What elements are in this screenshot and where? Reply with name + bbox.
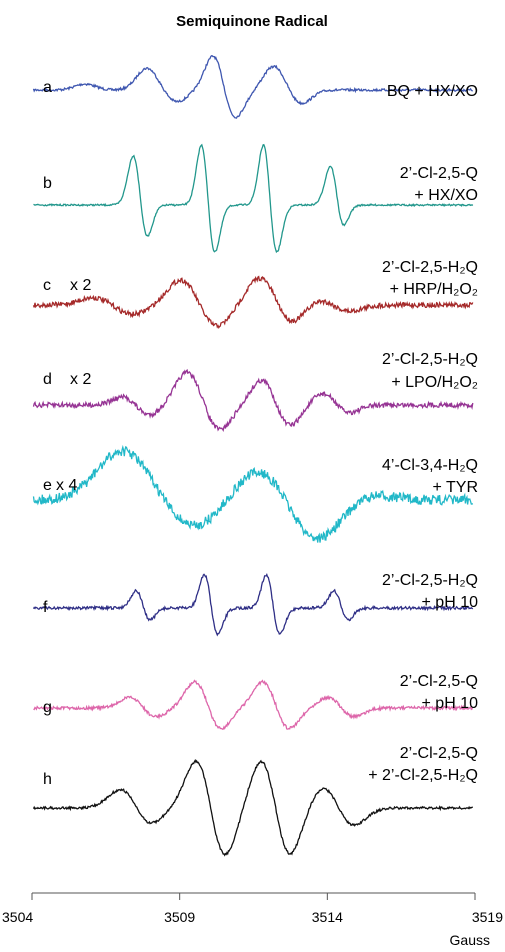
series-desc-g-2: + pH 10	[422, 695, 479, 712]
series-desc-e-1: 4’-Cl-3,4-H₂Q	[382, 457, 478, 474]
series-desc-h-1: 2’-Cl-2,5-Q	[400, 745, 478, 762]
series-letter-c: c	[43, 277, 51, 294]
trace-e	[32, 444, 474, 543]
x-axis: 3504 3509 3514 3519	[2, 892, 503, 925]
series-desc-b-1: 2’-Cl-2,5-Q	[400, 165, 478, 182]
series-desc-h-2: + 2’-Cl-2,5-H₂Q	[368, 767, 478, 784]
series-desc-d-1: 2’-Cl-2,5-H₂Q	[382, 351, 478, 368]
x-tick-label-3519: 3519	[472, 909, 503, 925]
series-desc-c-1: 2’-Cl-2,5-H₂Q	[382, 259, 478, 276]
series-desc-g-1: 2’-Cl-2,5-Q	[400, 673, 478, 690]
series-scale-e: x 4	[56, 477, 77, 494]
trace-d	[32, 368, 474, 433]
trace-a	[32, 55, 473, 119]
series-letter-f: f	[43, 599, 48, 616]
series-letter-a: a	[43, 79, 52, 96]
trace-f	[32, 572, 474, 637]
series-desc-d-2: + LPO/H₂O₂	[391, 374, 478, 391]
series-scale-c: x 2	[70, 277, 91, 294]
series-desc-f-1: 2’-Cl-2,5-H₂Q	[382, 572, 478, 589]
series-desc-c-2: + HRP/H₂O₂	[390, 281, 478, 298]
trace-g	[33, 679, 473, 730]
chart-title: Semiquinone Radical	[176, 13, 328, 30]
x-axis-label: Gauss	[450, 932, 490, 948]
trace-h	[32, 758, 473, 857]
series-letter-b: b	[43, 175, 52, 192]
x-tick-label-3514: 3514	[312, 909, 343, 925]
series-desc-a-1: BQ + HX/XO	[387, 83, 478, 100]
series-desc-e-2: + TYR	[433, 479, 479, 496]
x-tick-label-3509: 3509	[164, 909, 195, 925]
x-tick-label-3504: 3504	[2, 909, 33, 925]
series-letter-d: d	[43, 371, 52, 388]
series-scale-d: x 2	[70, 371, 91, 388]
series-letter-h: h	[43, 771, 52, 788]
series-desc-b-2: + HX/XO	[414, 187, 478, 204]
trace-b	[33, 143, 474, 254]
trace-c	[32, 275, 474, 330]
traces-group: a BQ + HX/XO b 2’-Cl-2,5-Q + HX/XO c x 2 2’-Cl-…	[32, 55, 479, 857]
series-letter-e: e	[43, 477, 52, 494]
series-letter-g: g	[43, 699, 52, 716]
series-desc-f-2: + pH 10	[422, 594, 479, 611]
